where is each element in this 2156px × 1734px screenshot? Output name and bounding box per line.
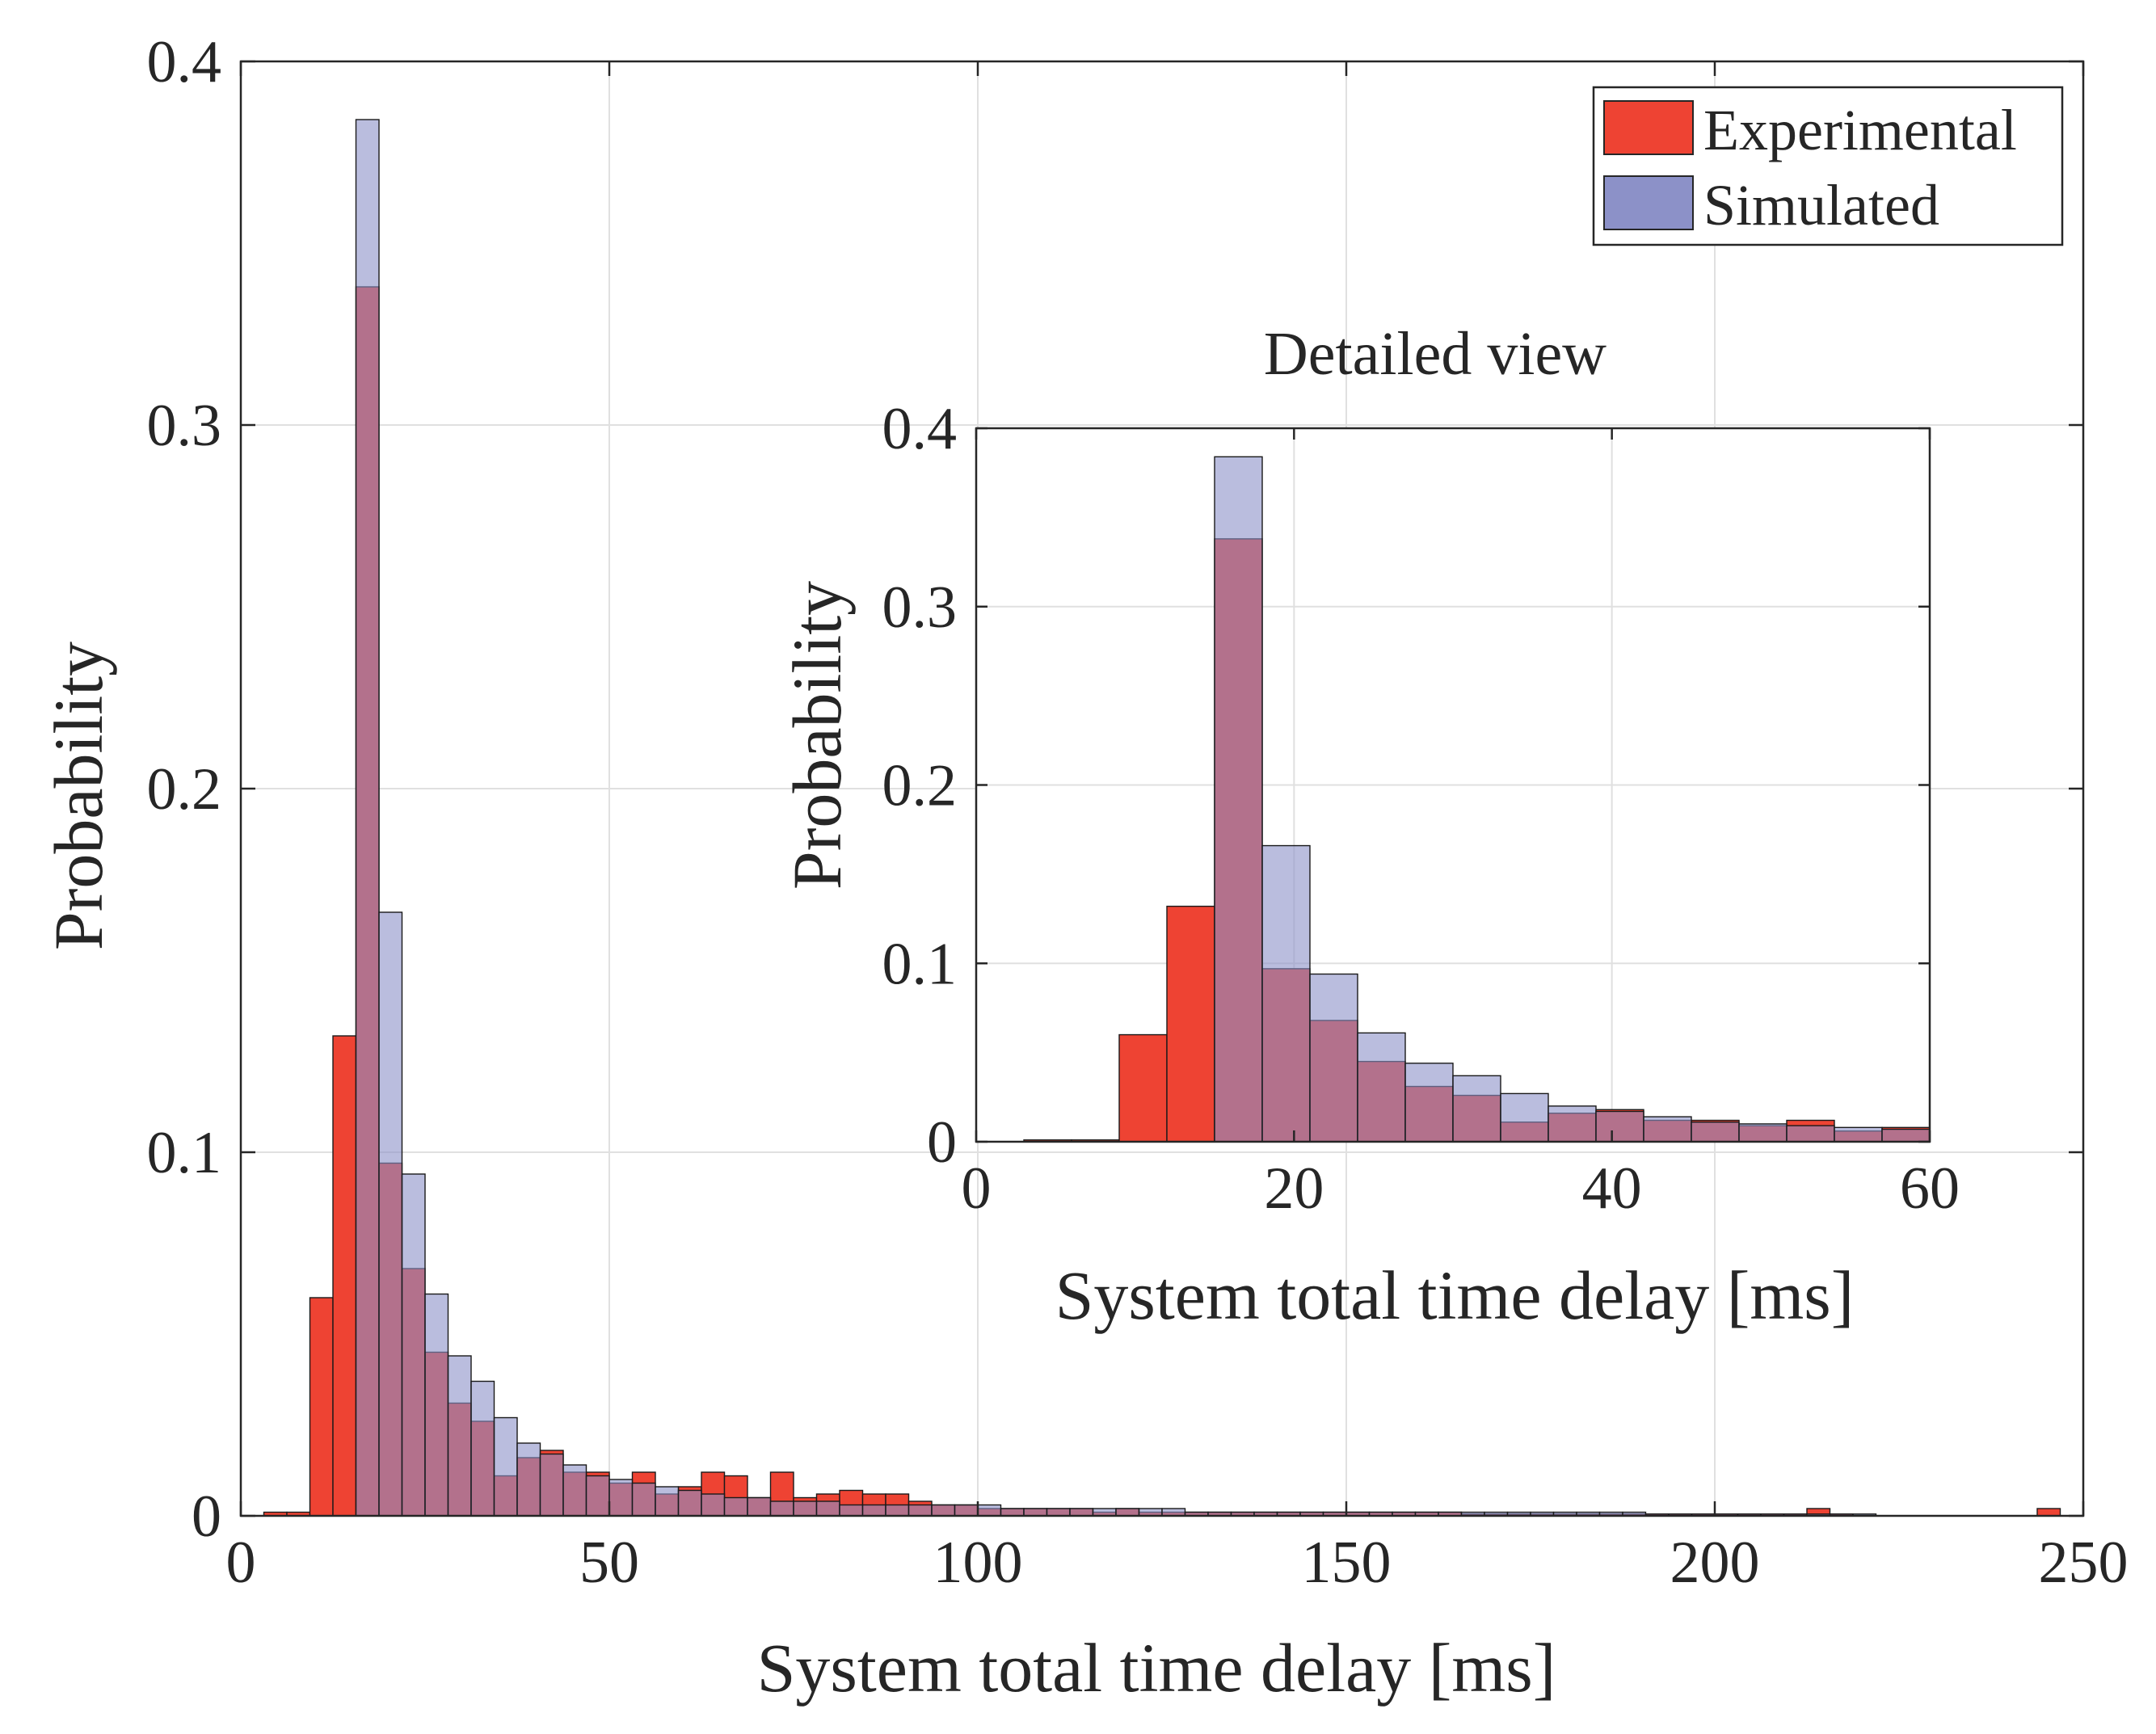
inset-bar-simulated-11 bbox=[1548, 1105, 1597, 1143]
main-bar-simulated-7 bbox=[424, 1293, 449, 1517]
main-bar-simulated-12 bbox=[539, 1453, 564, 1517]
main-bar-simulated-21 bbox=[747, 1496, 772, 1517]
inset-bar-simulated-16 bbox=[1786, 1125, 1835, 1143]
inset-bar-simulated-5 bbox=[1261, 844, 1311, 1143]
inset-x-axis-label: System total time delay [ms] bbox=[1055, 1256, 1855, 1334]
main-bar-simulated-20 bbox=[723, 1496, 748, 1517]
main-bar-simulated-36 bbox=[1092, 1508, 1117, 1517]
main-y-tick-labels: 0 0.1 0.2 0.3 0.4 bbox=[147, 29, 222, 1550]
inset-bars bbox=[1023, 456, 1931, 1143]
main-y-axis-label: Probability bbox=[40, 642, 117, 950]
main-bar-simulated-25 bbox=[839, 1504, 864, 1517]
main-bar-simulated-10 bbox=[493, 1416, 518, 1517]
main-xtick-label-4: 200 bbox=[1670, 1530, 1760, 1596]
main-bar-simulated-33 bbox=[1023, 1508, 1048, 1517]
inset-bar-experimental-2 bbox=[1118, 1033, 1168, 1143]
main-bar-simulated-28 bbox=[907, 1504, 933, 1517]
main-bar-simulated-22 bbox=[769, 1500, 794, 1517]
inset-bar-simulated-8 bbox=[1404, 1063, 1454, 1143]
main-bar-simulated-5 bbox=[378, 911, 403, 1517]
inset-bar-experimental-3 bbox=[1166, 905, 1215, 1143]
main-bar-simulated-37 bbox=[1115, 1508, 1140, 1517]
main-ytick-label-0: 0 bbox=[192, 1484, 221, 1550]
main-bar-simulated-18 bbox=[677, 1489, 702, 1517]
main-bar-simulated-13 bbox=[562, 1464, 587, 1517]
main-bar-simulated-14 bbox=[585, 1475, 610, 1517]
main-bar-simulated-23 bbox=[793, 1500, 818, 1517]
legend-swatch-experimental bbox=[1603, 100, 1694, 155]
main-bar-simulated-30 bbox=[954, 1504, 979, 1517]
main-xtick-label-0: 0 bbox=[226, 1530, 256, 1596]
main-bar-simulated-26 bbox=[861, 1504, 886, 1517]
main-bar-simulated-31 bbox=[977, 1504, 1002, 1517]
main-bar-simulated-17 bbox=[655, 1486, 680, 1517]
main-bar-simulated-19 bbox=[701, 1493, 726, 1517]
main-tick-marks bbox=[239, 60, 2085, 1517]
main-ytick-label-4: 0.4 bbox=[147, 29, 222, 95]
main-bar-simulated-15 bbox=[608, 1479, 634, 1517]
main-x-tick-labels: 0 50 100 150 200 250 bbox=[226, 1530, 2129, 1596]
main-bar-experimental-2 bbox=[309, 1297, 334, 1517]
main-bar-simulated-16 bbox=[631, 1482, 656, 1517]
main-bar-simulated-4 bbox=[355, 119, 380, 1517]
main-bar-simulated-34 bbox=[1046, 1508, 1071, 1517]
main-xtick-label-5: 250 bbox=[2039, 1530, 2129, 1596]
inset-xtick-label-1: 20 bbox=[1264, 1155, 1324, 1222]
inset-bar-simulated-7 bbox=[1357, 1032, 1406, 1143]
main-bar-simulated-9 bbox=[470, 1380, 495, 1517]
inset-bar-simulated-10 bbox=[1500, 1092, 1549, 1143]
main-bar-experimental-77 bbox=[2036, 1508, 2061, 1517]
inset-bar-simulated-18 bbox=[1881, 1128, 1931, 1143]
main-bar-experimental-3 bbox=[332, 1035, 357, 1517]
main-bar-simulated-11 bbox=[516, 1442, 541, 1517]
inset-y-axis-label: Probability bbox=[778, 581, 856, 890]
inset-bar-simulated-6 bbox=[1309, 973, 1358, 1143]
inset-title: Detailed view bbox=[1264, 320, 1606, 388]
main-x-axis-label: System total time delay [ms] bbox=[757, 1629, 1556, 1707]
inset-bar-simulated-15 bbox=[1738, 1123, 1788, 1143]
inset-tick-marks bbox=[975, 427, 1931, 1143]
main-bar-simulated-27 bbox=[885, 1504, 910, 1517]
main-bar-simulated-24 bbox=[815, 1500, 840, 1517]
inset-bar-simulated-9 bbox=[1452, 1075, 1501, 1143]
legend-swatch-simulated bbox=[1603, 175, 1694, 230]
inset-bar-simulated-13 bbox=[1643, 1116, 1692, 1143]
main-bar-simulated-32 bbox=[1000, 1508, 1025, 1517]
main-bar-simulated-39 bbox=[1161, 1508, 1186, 1517]
inset-xtick-label-0: 0 bbox=[962, 1155, 992, 1222]
inset-bar-simulated-4 bbox=[1214, 456, 1263, 1143]
main-ytick-label-2: 0.2 bbox=[147, 756, 222, 823]
inset-xtick-label-3: 60 bbox=[1900, 1155, 1960, 1222]
main-bar-simulated-8 bbox=[447, 1355, 472, 1517]
legend: Experimental Simulated bbox=[1592, 86, 2064, 246]
main-xtick-label-3: 150 bbox=[1302, 1530, 1392, 1596]
inset-y-tick-labels: 0 0.1 0.2 0.3 0.4 bbox=[882, 396, 958, 1176]
main-xtick-label-1: 50 bbox=[579, 1530, 639, 1596]
inset-ytick-label-1: 0.1 bbox=[882, 931, 958, 997]
inset-ytick-label-4: 0.4 bbox=[882, 396, 958, 462]
inset-x-tick-labels: 0 20 40 60 bbox=[962, 1155, 1960, 1222]
main-bar-simulated-29 bbox=[931, 1504, 956, 1517]
inset-bar-simulated-12 bbox=[1595, 1110, 1644, 1143]
main-bar-simulated-6 bbox=[401, 1173, 426, 1517]
legend-label-experimental: Experimental bbox=[1703, 98, 2017, 162]
main-bar-simulated-38 bbox=[1138, 1508, 1163, 1517]
main-bar-simulated-35 bbox=[1069, 1508, 1094, 1517]
inset-axes: 0 20 40 60 0 0.1 0.2 0.3 0.4 Detailed view Syst… bbox=[778, 320, 1960, 1334]
inset-ytick-label-3: 0.3 bbox=[882, 574, 958, 641]
inset-ytick-label-2: 0.2 bbox=[882, 753, 958, 819]
inset-ytick-label-0: 0 bbox=[927, 1109, 957, 1176]
legend-label-simulated: Simulated bbox=[1703, 173, 1939, 238]
main-ytick-label-3: 0.3 bbox=[147, 393, 222, 459]
main-xtick-label-2: 100 bbox=[933, 1530, 1023, 1596]
main-ytick-label-1: 0.1 bbox=[147, 1120, 222, 1186]
inset-xtick-label-2: 40 bbox=[1582, 1155, 1642, 1222]
inset-bar-simulated-14 bbox=[1691, 1122, 1740, 1143]
inset-bar-simulated-17 bbox=[1834, 1126, 1883, 1143]
